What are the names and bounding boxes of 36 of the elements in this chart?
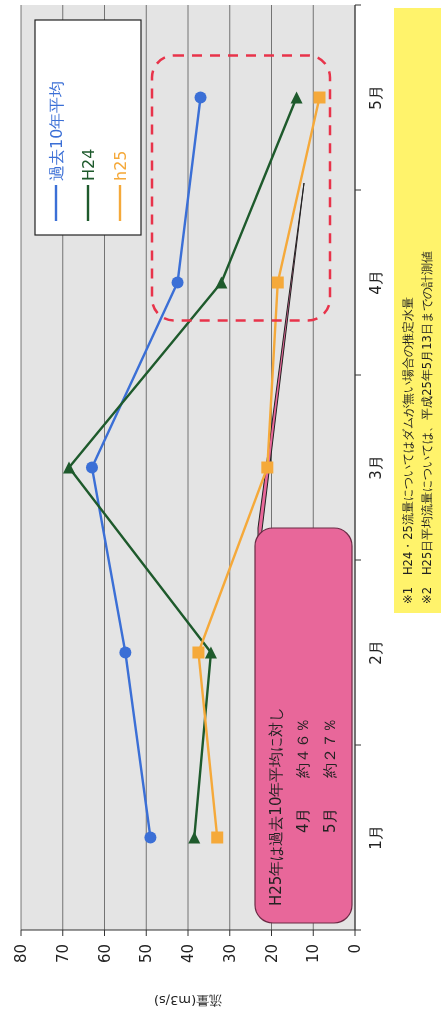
y-tick-label: 5月 <box>367 85 385 110</box>
point <box>192 646 205 659</box>
y-tick-label: 2月 <box>367 640 385 665</box>
y-tick-label: 1月 <box>367 825 385 850</box>
text: ※1 H24・25流量についてはダムが無い場合の推定水量 <box>401 297 415 604</box>
point <box>194 91 207 104</box>
annotation: H25年は過去10年平均に対し <box>267 706 285 906</box>
x-tick-label: 0 <box>346 944 364 954</box>
x-tick-label: 20 <box>262 944 281 964</box>
x-tick-label: 80 <box>12 944 30 964</box>
point <box>215 276 228 289</box>
point <box>271 276 284 289</box>
text: ※2 H25日平均流量については、平成25年5月13日までの計測値 <box>420 251 434 604</box>
point <box>313 91 326 104</box>
point <box>144 831 157 844</box>
point <box>261 461 274 474</box>
annotation: 5月 約２７％ <box>321 718 339 833</box>
point <box>119 646 132 659</box>
legend: 過去10年平均 H24 h25 <box>34 19 142 236</box>
x-tick-label: 40 <box>179 944 197 964</box>
x-tick-label: 10 <box>304 944 323 964</box>
point <box>204 646 217 659</box>
x-tick-label: 30 <box>220 944 239 964</box>
point <box>290 91 303 104</box>
point <box>85 461 98 474</box>
point <box>63 461 76 474</box>
annotation: 4月 約４６％ <box>294 718 312 833</box>
x-tick-label: 70 <box>53 944 72 964</box>
x-tick-label: 50 <box>137 944 156 964</box>
point <box>188 831 201 844</box>
y-tick-label: 3月 <box>367 455 385 480</box>
x-tick-label: 60 <box>95 944 114 964</box>
y-tick-label: 4月 <box>367 270 385 295</box>
x-axis-title: 流量(m3/s) <box>153 993 223 1008</box>
point <box>171 276 184 289</box>
point <box>211 831 224 844</box>
